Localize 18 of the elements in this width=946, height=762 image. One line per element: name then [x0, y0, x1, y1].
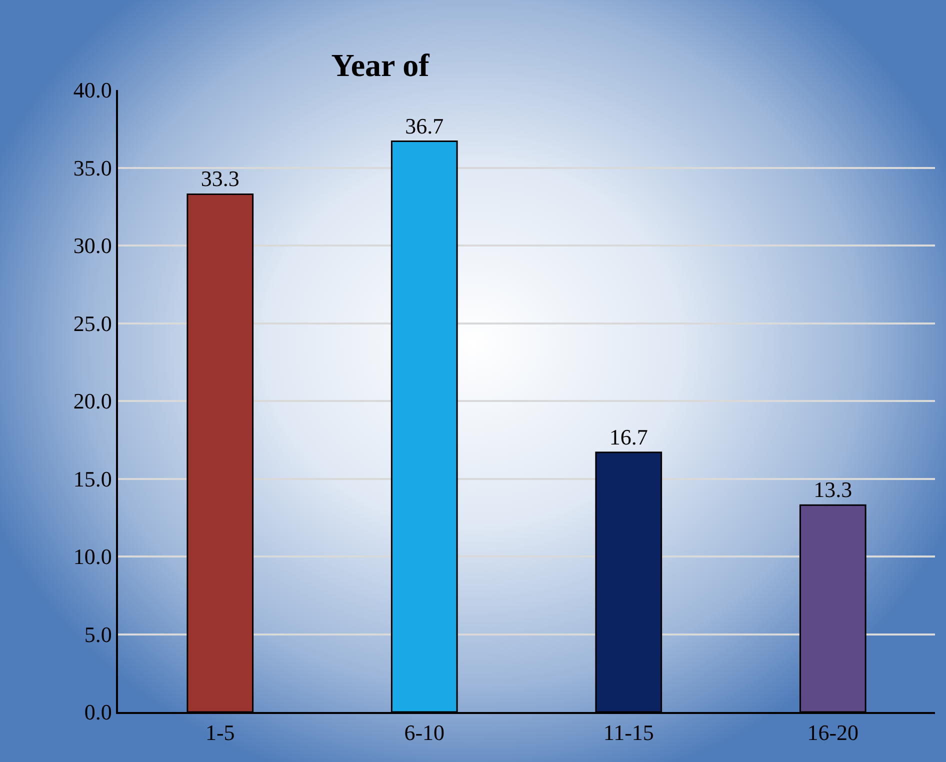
- x-tick-label: 16-20: [807, 720, 859, 746]
- y-tick-label: 35.0: [73, 155, 112, 180]
- chart-title: Year of: [331, 46, 430, 83]
- y-tick-label: 25.0: [73, 310, 112, 336]
- x-tick-label: 11-15: [603, 720, 654, 746]
- data-label: 16.7: [609, 424, 648, 450]
- y-tick-label: 5.0: [84, 622, 112, 647]
- y-tick-label: 20.0: [73, 388, 112, 414]
- x-tick-label: 1-5: [205, 720, 235, 746]
- data-label: 33.3: [200, 166, 240, 192]
- y-tick-label: 30.0: [73, 233, 112, 258]
- y-tick-label: 0.0: [84, 700, 112, 725]
- data-label: 13.3: [814, 477, 852, 502]
- y-tick-label: 10.0: [73, 544, 112, 570]
- data-label: 36.7: [405, 113, 444, 138]
- y-tick-label: 15.0: [73, 466, 112, 492]
- x-tick-label: 6-10: [404, 720, 445, 746]
- y-tick-label: 40.0: [73, 78, 112, 103]
